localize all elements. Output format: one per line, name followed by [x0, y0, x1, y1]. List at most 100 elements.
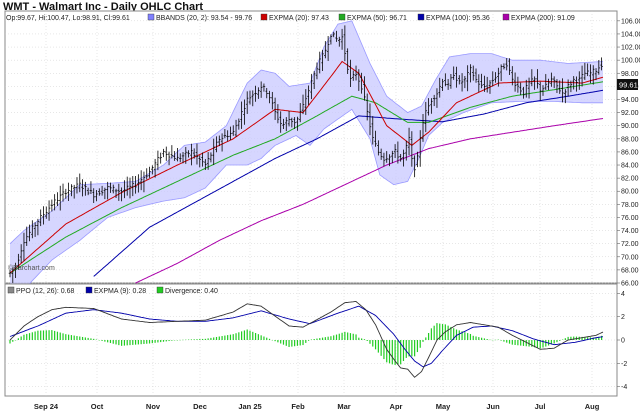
divergence-bar — [68, 334, 70, 340]
ohlc-bar — [276, 104, 280, 124]
divergence-bar — [62, 333, 64, 340]
ohlc-bar — [527, 77, 531, 99]
divergence-bar — [587, 337, 589, 340]
bollinger-bands — [9, 20, 603, 294]
divergence-bar — [165, 340, 167, 342]
time-tick-label: Jul — [535, 402, 546, 411]
divergence-bar — [414, 340, 416, 357]
ohlc-bar — [491, 71, 495, 87]
ohlc-bar — [577, 71, 581, 90]
ohlc-bars — [8, 25, 603, 283]
ohlc-bar — [209, 152, 213, 163]
legend-label: BBANDS (20, 2): 93.54 - 99.76 — [156, 15, 252, 22]
divergence-bar — [469, 333, 472, 340]
last-price-tag: 99.61 — [617, 79, 638, 90]
ohlc-bar — [449, 74, 453, 89]
legend-swatch — [147, 13, 155, 21]
bb-upper-line — [9, 20, 603, 244]
ohlc-bar — [50, 199, 54, 212]
price-tick-label: 82.00 — [621, 176, 639, 183]
ohlc-bar — [22, 232, 26, 262]
divergence-bar — [104, 340, 106, 342]
divergence-bar — [121, 340, 123, 346]
ohlc-bar — [388, 154, 391, 167]
price-tick-label: 72.00 — [621, 241, 639, 248]
ohlc-bar — [128, 177, 132, 199]
ohlc-bar — [234, 119, 238, 137]
divergence-bar — [500, 340, 502, 341]
ppo-lines — [9, 301, 604, 378]
divergence-bar — [324, 337, 326, 340]
time-tick-label: Nov — [146, 402, 161, 411]
ohlc-bar — [457, 75, 461, 85]
divergence-bar — [296, 340, 299, 346]
ohlc-bar — [591, 65, 595, 85]
ohlc-bar — [75, 177, 79, 194]
price-tick-label: 86.00 — [621, 149, 639, 156]
divergence-bar — [23, 334, 25, 340]
ohlc-bar — [564, 89, 567, 104]
divergence-bar — [51, 330, 53, 340]
ohlc-bar — [25, 226, 29, 246]
divergence-bar — [522, 340, 525, 346]
ohlc-bar — [70, 184, 73, 197]
divergence-bar — [464, 332, 466, 340]
divergence-bar — [503, 340, 505, 342]
ohlc-bar — [114, 188, 118, 199]
divergence-bar — [31, 332, 33, 340]
divergence-bar — [199, 339, 201, 340]
divergence-bar — [347, 332, 349, 340]
divergence-bar — [478, 337, 480, 340]
ohlc-bar — [254, 85, 257, 102]
divergence-bar — [132, 340, 134, 345]
divergence-bar — [511, 340, 513, 345]
divergence-bar — [313, 339, 315, 340]
divergence-bar — [201, 338, 204, 340]
ohlc-bar — [33, 222, 37, 237]
ohlc-bar — [552, 76, 556, 89]
ohlc-bar — [471, 65, 475, 81]
divergence-bar — [249, 330, 251, 340]
ohlc-bar — [432, 94, 436, 107]
ohlc-bar — [589, 64, 592, 84]
ohlc-bar — [84, 181, 87, 196]
ohlc-bar — [488, 80, 492, 94]
divergence-bar — [37, 330, 39, 340]
divergence-bar — [592, 337, 594, 340]
divergence-bar — [402, 340, 405, 362]
divergence-bar — [140, 340, 142, 345]
ohlc-bar — [393, 144, 397, 159]
ohlc-bar — [156, 150, 160, 171]
divergence-bar — [210, 337, 212, 340]
divergence-bar — [455, 329, 458, 340]
ohlc-bar — [245, 91, 249, 114]
divergence-bar — [238, 332, 240, 340]
price-tick-label: 88.00 — [621, 136, 639, 143]
divergence-bar — [427, 333, 430, 340]
ohlc-bar — [220, 133, 224, 152]
signal-line — [9, 305, 604, 368]
divergence-bar — [282, 340, 285, 345]
divergence-bar — [190, 339, 192, 340]
divergence-bar — [227, 335, 229, 340]
divergence-bar — [229, 334, 232, 340]
ohlc-bar — [137, 174, 140, 193]
divergence-bar — [299, 340, 301, 346]
ohlc-bar — [547, 78, 550, 91]
ohlc-bar — [287, 110, 291, 127]
ohlc-bar — [340, 28, 344, 50]
divergence-bar — [425, 337, 427, 340]
divergence-bar — [556, 340, 558, 343]
time-tick-label: Apr — [390, 402, 403, 411]
divergence-bar — [157, 340, 159, 343]
ohlc-bar — [120, 187, 123, 202]
divergence-bar — [514, 340, 516, 345]
divergence-bar — [355, 334, 357, 340]
ohlc-bar — [404, 140, 408, 161]
divergence-bar — [369, 340, 371, 344]
ohlc-bar — [402, 149, 405, 167]
ohlc-bar — [511, 66, 514, 86]
ohlc-bar — [463, 76, 467, 89]
price-tick-label: 78.00 — [621, 202, 639, 209]
ohlc-bar — [430, 98, 433, 114]
